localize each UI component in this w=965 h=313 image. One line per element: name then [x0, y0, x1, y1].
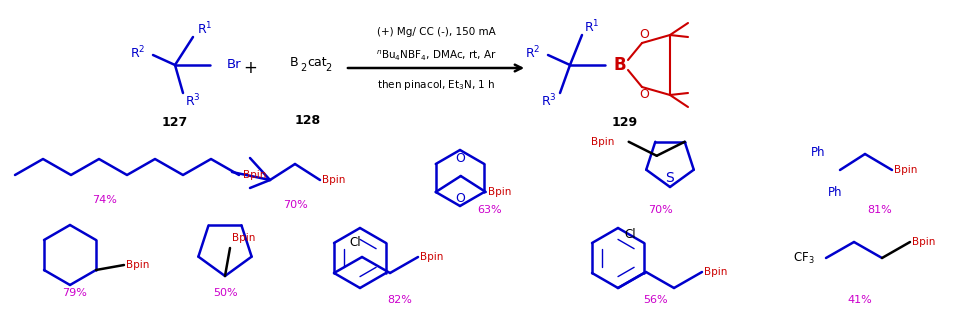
Text: B: B	[614, 56, 626, 74]
Text: Bpin: Bpin	[232, 233, 256, 243]
Text: 70%: 70%	[283, 200, 308, 210]
Text: Cl: Cl	[624, 228, 636, 242]
Text: then pinacol, Et$_3$N, 1 h: then pinacol, Et$_3$N, 1 h	[376, 78, 495, 92]
Text: O: O	[455, 151, 465, 165]
Text: Br: Br	[227, 59, 241, 71]
Text: Bpin: Bpin	[420, 252, 443, 262]
Text: 41%: 41%	[847, 295, 872, 305]
Text: 127: 127	[162, 116, 188, 130]
Text: Bpin: Bpin	[322, 175, 345, 185]
Text: cat: cat	[307, 55, 326, 69]
Text: R$^1$: R$^1$	[584, 19, 599, 35]
Text: O: O	[639, 89, 648, 101]
Text: S: S	[666, 171, 675, 185]
Text: R$^3$: R$^3$	[185, 93, 201, 109]
Text: O: O	[455, 192, 465, 204]
Text: Bpin: Bpin	[243, 170, 266, 180]
Text: 79%: 79%	[63, 288, 88, 298]
Text: Cl: Cl	[349, 235, 361, 249]
Text: Bpin: Bpin	[126, 260, 150, 270]
Text: 63%: 63%	[478, 205, 503, 215]
Text: Bpin: Bpin	[704, 267, 728, 277]
Text: Bpin: Bpin	[591, 137, 614, 147]
Text: 82%: 82%	[388, 295, 412, 305]
Text: $^n$Bu$_4$NBF$_4$, DMAc, rt, Ar: $^n$Bu$_4$NBF$_4$, DMAc, rt, Ar	[375, 49, 496, 63]
Text: (+) Mg/ CC (-), 150 mA: (+) Mg/ CC (-), 150 mA	[376, 27, 495, 37]
Text: 56%: 56%	[643, 295, 668, 305]
Text: 70%: 70%	[648, 205, 673, 215]
Text: 74%: 74%	[93, 195, 118, 205]
Text: Bpin: Bpin	[912, 237, 935, 247]
Text: 129: 129	[612, 116, 638, 130]
Text: B: B	[290, 55, 298, 69]
Text: R$^3$: R$^3$	[541, 93, 557, 109]
Text: Bpin: Bpin	[487, 187, 511, 197]
Text: O: O	[639, 28, 648, 42]
Text: +: +	[243, 59, 257, 77]
Text: 128: 128	[295, 114, 321, 126]
Text: Bpin: Bpin	[894, 165, 918, 175]
Text: Ph: Ph	[811, 146, 825, 158]
Text: 2: 2	[325, 63, 331, 73]
Text: CF$_3$: CF$_3$	[793, 250, 814, 265]
Text: R$^2$: R$^2$	[525, 45, 540, 61]
Text: Ph: Ph	[828, 186, 842, 198]
Text: R$^1$: R$^1$	[197, 21, 212, 37]
Text: R$^2$: R$^2$	[129, 45, 145, 61]
Text: 81%: 81%	[868, 205, 893, 215]
Text: 50%: 50%	[212, 288, 237, 298]
Text: 2: 2	[300, 63, 306, 73]
